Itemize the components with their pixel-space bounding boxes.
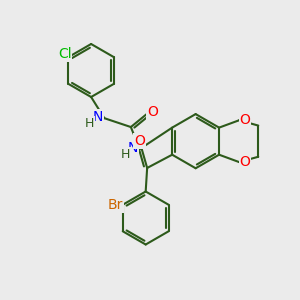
Text: O: O — [134, 134, 145, 148]
Text: O: O — [147, 105, 158, 119]
Text: H: H — [85, 117, 94, 130]
Text: Cl: Cl — [58, 47, 71, 61]
Text: O: O — [240, 155, 250, 169]
Text: Br: Br — [108, 198, 123, 212]
Text: N: N — [128, 141, 138, 155]
Text: O: O — [240, 113, 250, 127]
Text: H: H — [120, 148, 130, 161]
Text: N: N — [93, 110, 103, 124]
